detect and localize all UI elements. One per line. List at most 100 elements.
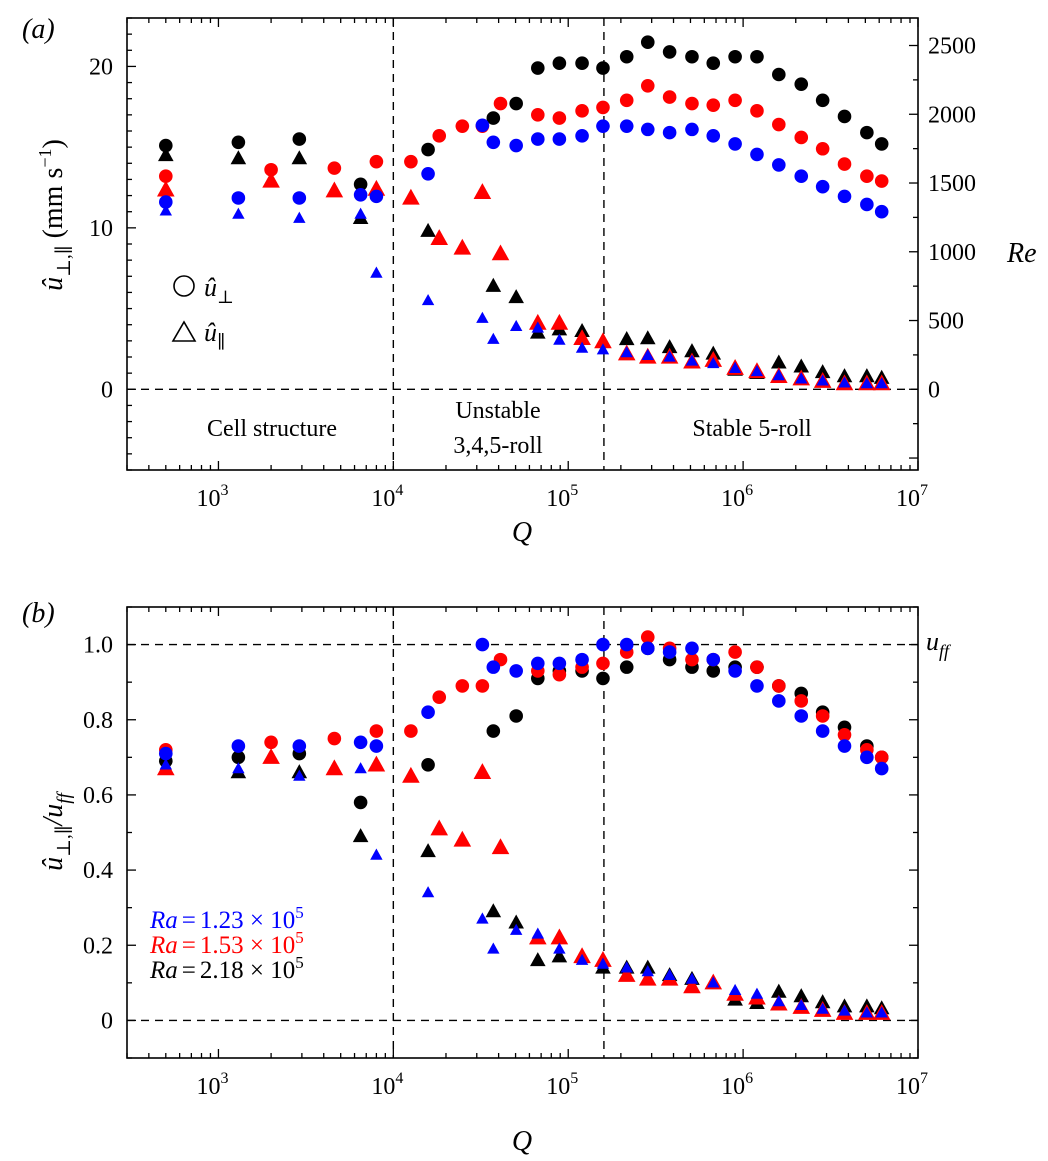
series-a-5 [159,204,888,389]
svg-text:û⊥,∥/uff: û⊥,∥/uff [38,790,75,870]
y2-tick-label: 1500 [928,171,976,197]
data-point-circle [264,162,278,177]
series-a-0 [158,35,889,192]
data-point-triangle [325,181,344,198]
y2-tick-label: 0 [928,377,940,403]
data-point-circle [837,109,852,124]
data-point-triangle [860,377,874,389]
data-point-triangle [860,1006,874,1018]
x-tick-label: 106 [721,1070,753,1100]
data-point-triangle [620,961,633,973]
data-point-circle [837,157,852,171]
data-point-circle [486,135,501,150]
data-point-triangle [491,838,510,855]
svg-text:û∥: û∥ [204,318,225,352]
panel-a-xlabel: Q [512,517,532,548]
data-point-circle [815,709,830,723]
series-a-4 [158,118,889,219]
data-point-triangle [551,948,568,963]
data-point-circle [552,132,567,146]
data-point-circle [685,652,699,667]
x-tick-label: 107 [896,1070,928,1100]
data-point-triangle [487,942,500,954]
data-point-circle [264,735,278,750]
data-point-circle [369,724,384,738]
data-point-triangle [596,343,610,355]
data-point-circle [794,709,809,723]
data-point-triangle [684,343,700,358]
data-point-circle [837,739,852,753]
data-point-circle [772,117,786,132]
data-point-triangle [430,819,449,836]
data-point-circle [728,137,742,151]
y-tick-label: 0.6 [83,783,113,809]
data-point-circle [815,141,830,156]
data-point-circle [455,119,470,133]
data-point-triangle [491,244,510,261]
data-point-circle [685,122,699,137]
data-point-circle [750,660,764,674]
data-point-triangle [795,372,808,384]
data-point-circle [860,750,874,765]
panel-b: 103 104 105 106 107 0 0.2 0.4 0.6 0.8 1.0 [83,606,928,1100]
ylabel-a-main: û [38,277,69,291]
data-point-circle [552,111,567,125]
x-ticks-b [126,607,919,1058]
data-point-circle [158,746,173,761]
svg-text:û⊥,∥ (mm s−1): û⊥,∥ (mm s−1) [35,139,75,291]
data-point-circle [772,158,786,172]
data-point-circle [706,664,721,678]
data-point-circle [815,93,830,108]
data-point-circle [794,77,809,91]
legend-a-item-1-sub: ⊥ [217,287,234,307]
data-point-circle [619,119,634,133]
data-point-triangle [707,976,720,988]
data-point-triangle [550,928,569,945]
data-point-circle [596,671,610,686]
data-point-circle [158,138,173,153]
ylabel-a-rest: (mm s [38,168,69,246]
data-point-circle [575,104,589,118]
data-point-circle [509,96,523,111]
legend-b-item-red: Ra = 1.53 × 105 [149,928,304,959]
data-point-circle [231,750,246,765]
x-tick-label: 106 [721,482,753,512]
data-point-triangle [772,995,786,1007]
x-tick-label: 103 [196,1070,228,1100]
data-point-triangle [816,1002,829,1014]
series-a-2 [158,79,889,188]
data-point-circle [662,125,677,140]
plot-layer: 103 104 105 106 107 0 10 20 0 500 1000 1500 2000 2500… [83,17,976,1100]
data-point-circle [728,93,742,108]
data-point-circle [750,104,764,118]
panel-a-label: (a) [22,14,55,45]
data-point-triangle [421,293,435,306]
data-point-circle [158,195,173,209]
data-point-triangle [370,266,383,278]
data-point-triangle [795,998,808,1011]
axes-frame-b [126,606,919,1059]
series-b-5 [159,758,888,1018]
data-point-circle [327,731,342,746]
data-point-triangle [728,361,742,373]
data-point-circle [475,637,490,652]
data-point-circle [596,119,610,133]
y-tick-label: 10 [89,216,113,242]
data-point-circle [640,630,655,644]
data-point-circle [815,179,830,194]
data-point-triangle [420,843,436,858]
x-ticks-a [126,18,919,470]
ylabel-b-sub2: ff [54,790,75,803]
data-point-circle [794,694,809,708]
y-ticks-b [127,606,918,1059]
data-point-circle [509,138,523,153]
data-point-triangle [453,238,472,255]
data-point-triangle [685,972,699,984]
ylabel-a-sup: −1 [35,148,55,167]
data-point-triangle [473,183,492,199]
data-point-triangle [156,180,175,197]
data-point-triangle [159,758,172,770]
legend-a-item-1-main: û [204,273,217,302]
y-ticks-a [127,17,136,471]
data-point-circle [575,56,589,70]
